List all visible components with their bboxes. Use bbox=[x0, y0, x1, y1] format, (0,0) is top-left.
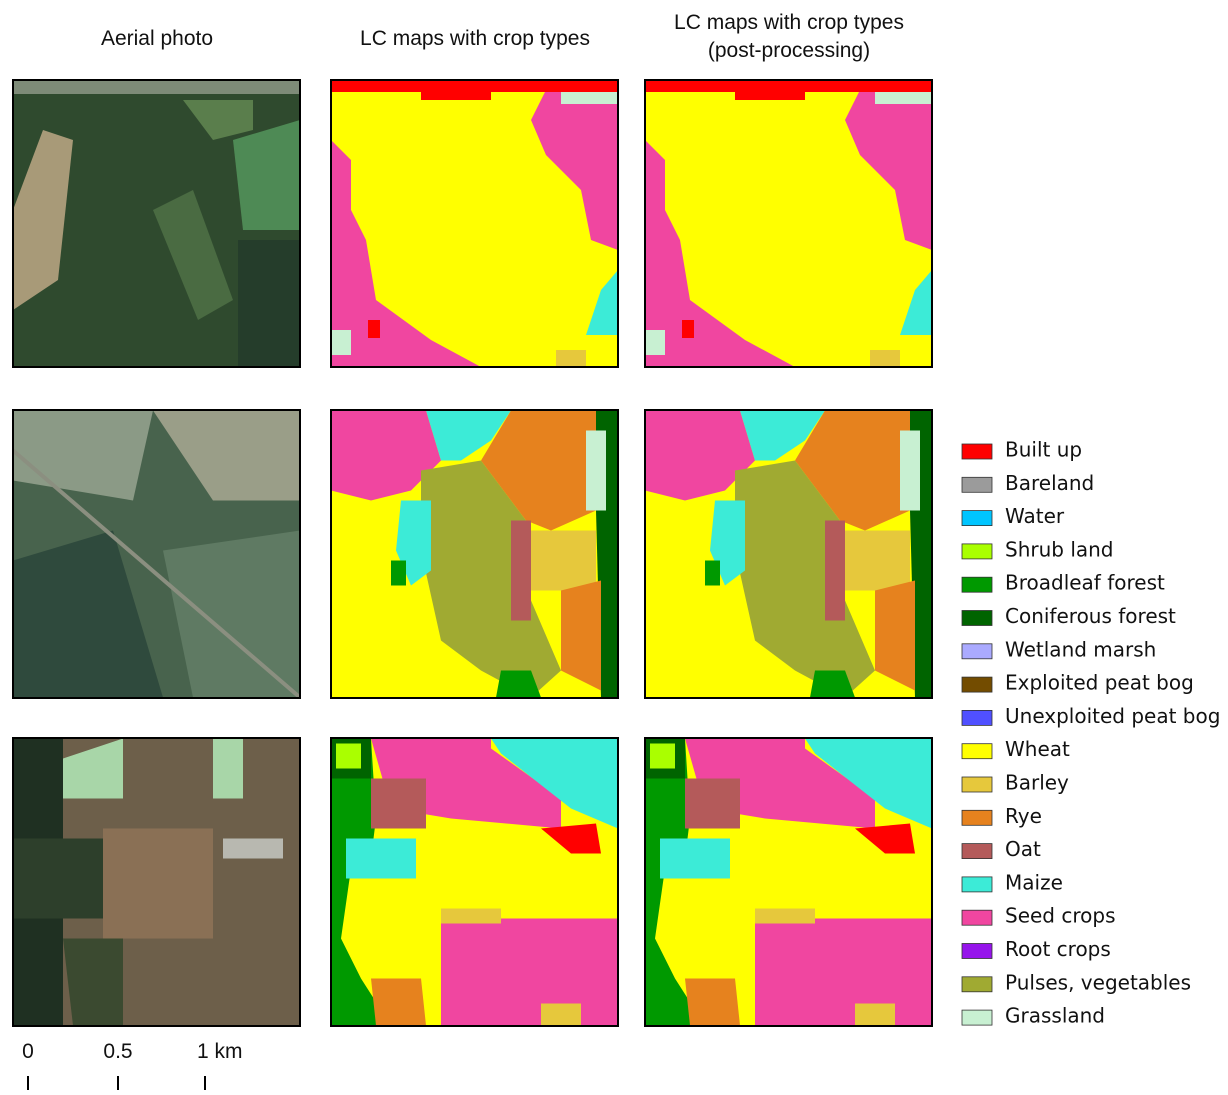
legend-swatch bbox=[962, 611, 992, 626]
legend-label: Maize bbox=[1005, 870, 1063, 894]
legend-swatch bbox=[962, 577, 992, 592]
lc-map bbox=[331, 80, 618, 367]
legend-label: Pulses, vegetables bbox=[1005, 970, 1191, 994]
column-header: Aerial photo bbox=[101, 27, 213, 50]
legend-swatch bbox=[962, 677, 992, 692]
legend-label: Rye bbox=[1005, 804, 1042, 828]
scale-label: 0.5 bbox=[103, 1040, 132, 1063]
legend-swatch bbox=[962, 444, 992, 459]
lc-map-post bbox=[645, 80, 932, 367]
legend-label: Unexploited peat bog bbox=[1005, 704, 1220, 728]
legend-swatch bbox=[962, 511, 992, 526]
scale-label: 1 km bbox=[197, 1040, 243, 1063]
legend-swatch bbox=[962, 810, 992, 825]
legend-swatch bbox=[962, 910, 992, 925]
legend-label: Wheat bbox=[1005, 737, 1070, 761]
legend-swatch bbox=[962, 644, 992, 659]
legend-label: Bareland bbox=[1005, 471, 1094, 495]
legend-label: Broadleaf forest bbox=[1005, 571, 1165, 595]
legend-label: Barley bbox=[1005, 771, 1069, 795]
legend-swatch bbox=[962, 777, 992, 792]
aerial-photo bbox=[13, 411, 300, 698]
legend-label: Seed crops bbox=[1005, 904, 1116, 928]
legend: Built up Bareland Water Shrub land Broadleaf… bbox=[962, 438, 1220, 1028]
lc-map bbox=[331, 411, 618, 698]
lc-map-post bbox=[645, 739, 932, 1026]
column-headers: Aerial photo LC maps with crop types LC ma… bbox=[101, 11, 904, 62]
legend-swatch bbox=[962, 710, 992, 725]
legend-swatch bbox=[962, 544, 992, 559]
lc-map-post bbox=[645, 411, 932, 698]
aerial-photo bbox=[13, 80, 300, 367]
column-header: LC maps with crop types bbox=[674, 11, 904, 34]
legend-swatch bbox=[962, 944, 992, 959]
legend-swatch bbox=[962, 877, 992, 892]
legend-label: Exploited peat bog bbox=[1005, 671, 1194, 695]
column-header: LC maps with crop types bbox=[360, 27, 590, 50]
scale-label: 0 bbox=[22, 1040, 34, 1063]
panels bbox=[13, 80, 932, 1026]
figure: Aerial photo LC maps with crop types LC ma… bbox=[0, 0, 1228, 1090]
legend-label: Coniferous forest bbox=[1005, 604, 1176, 628]
legend-label: Root crops bbox=[1005, 937, 1111, 961]
legend-swatch bbox=[962, 1010, 992, 1025]
legend-label: Water bbox=[1005, 504, 1065, 528]
legend-swatch bbox=[962, 844, 992, 859]
legend-swatch bbox=[962, 744, 992, 759]
column-header: (post-processing) bbox=[708, 39, 870, 62]
legend-label: Oat bbox=[1005, 837, 1041, 861]
lc-map bbox=[331, 739, 618, 1026]
legend-label: Shrub land bbox=[1005, 537, 1114, 561]
legend-label: Wetland marsh bbox=[1005, 637, 1156, 661]
aerial-photo bbox=[13, 739, 300, 1026]
legend-label: Built up bbox=[1005, 438, 1082, 462]
legend-swatch bbox=[962, 977, 992, 992]
legend-label: Grassland bbox=[1005, 1004, 1105, 1028]
scale-bar: 0 0.5 1 km bbox=[22, 1040, 242, 1090]
legend-swatch bbox=[962, 477, 992, 492]
